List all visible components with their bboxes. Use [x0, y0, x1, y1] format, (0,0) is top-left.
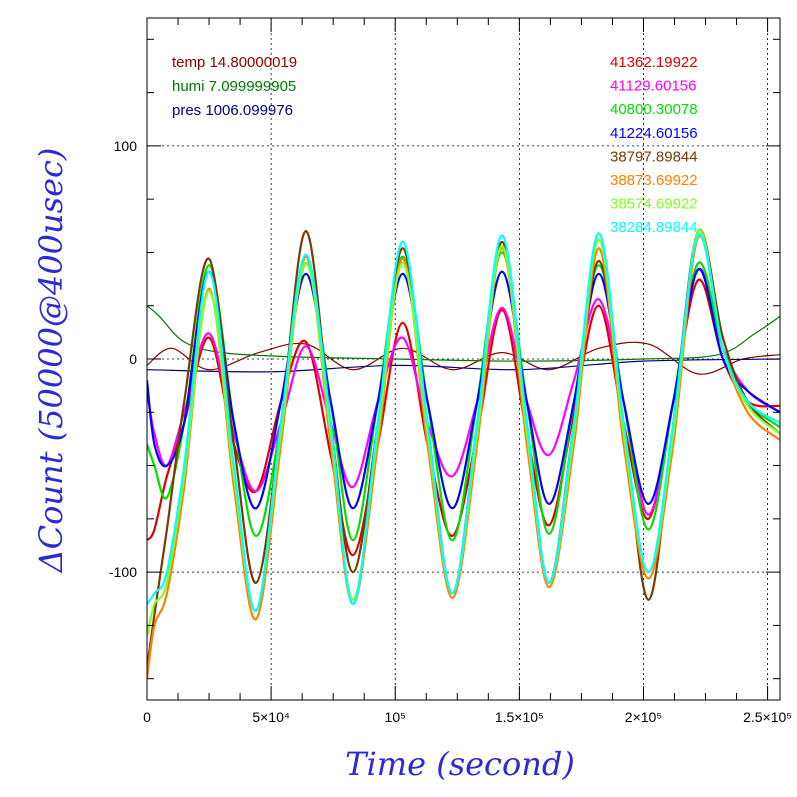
y-tick-label: -100	[109, 564, 137, 580]
y-tick-label: 100	[114, 138, 138, 154]
x-tick-label: 10⁵	[385, 709, 406, 725]
legend-right-entry: 38574.69922	[610, 196, 698, 213]
x-tick-label: 2.5×10⁵	[743, 709, 792, 725]
legend-left: temp 14.80000019 humi 7.099999905 pres 100…	[172, 54, 297, 119]
legend-right-entry: 38797.89844	[610, 148, 698, 165]
legend-left-entry: temp 14.80000019	[172, 54, 297, 71]
series-line-10	[147, 232, 780, 612]
series-layer	[147, 228, 780, 679]
legend-right-entry: 41362.19922	[610, 54, 698, 71]
x-tick-label: 5×10⁴	[252, 709, 290, 725]
series-line-6	[147, 268, 780, 510]
y-tick-label: 0	[129, 351, 137, 367]
y-axis-title: ΔCount (50000@400usec)	[32, 148, 70, 575]
legend-right-entry: 41224.60156	[610, 125, 698, 142]
series-line-9	[147, 228, 780, 637]
tick-labels: 0 5×10⁴ 10⁵ 1.5×10⁵ 2×10⁵ 2.5×10⁵ -100 0 100	[109, 138, 792, 725]
legend-right-entry: 38284.89844	[610, 219, 698, 236]
legend-right-entry: 41129.60156	[610, 78, 696, 95]
legend-left-entry: pres 1006.099976	[172, 102, 293, 119]
series-line-5	[147, 251, 780, 542]
legend-right: 41362.19922 41129.60156 40800.30078 41224.6…	[610, 54, 698, 236]
legend-right-entry: 40800.30078	[610, 101, 698, 118]
legend-left-entry: humi 7.099999905	[172, 78, 296, 95]
x-tick-label: 2×10⁵	[625, 709, 662, 725]
series-line-8	[147, 234, 780, 679]
x-axis-title: Time (second)	[345, 745, 575, 783]
legend-right-entry: 38873.69922	[610, 172, 698, 189]
x-tick-label: 1.5×10⁵	[495, 709, 544, 725]
series-line-2	[147, 358, 780, 373]
x-tick-label: 0	[143, 709, 151, 725]
tick-marks	[146, 18, 780, 700]
